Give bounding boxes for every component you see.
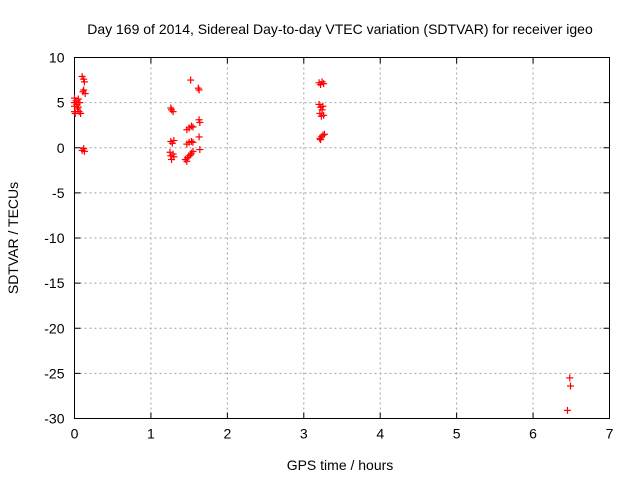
y-tick-label: -5 [52,185,65,201]
x-tick-label: 3 [300,426,308,442]
data-point [78,146,86,154]
data-point [317,136,325,144]
data-point [77,109,85,117]
grid [74,57,610,419]
y-tick-label: -25 [44,365,64,381]
data-point [169,108,177,116]
x-axis-label: GPS time / hours [287,457,394,473]
data-point [320,111,328,119]
x-tick-label: 1 [147,426,155,442]
y-tick-label: -10 [44,230,64,246]
data-point [170,137,178,145]
data-point [189,138,197,146]
x-tick-label: 5 [453,426,461,442]
data-point [189,123,197,131]
data-point [320,80,328,88]
data-point [79,88,87,96]
data-point [187,76,195,84]
y-tick-label: -15 [44,275,64,291]
data-point [318,106,326,114]
data-point [196,118,204,126]
data-point [170,153,178,161]
chart-title: Day 169 of 2014, Sidereal Day-to-day VTE… [87,21,593,37]
data-point [183,157,191,165]
y-axis-label: SDTVAR / TECUs [5,182,21,294]
data-point [187,122,195,130]
y-tick-label: 10 [49,50,65,66]
data-point [195,86,203,94]
data-point [319,131,327,139]
data-point [187,151,195,159]
data-point [74,103,82,111]
data-point [563,406,571,414]
data-point [76,99,84,107]
y-tick-label: 5 [57,95,65,111]
x-tick-label: 6 [529,426,537,442]
x-tick-label: 4 [376,426,384,442]
data-point [567,382,575,390]
y-tick-label: -30 [44,411,64,427]
data-point [187,137,195,145]
data-point [74,95,82,103]
x-tick-label: 7 [606,426,614,442]
axis-ticks [74,57,610,419]
data-points [71,72,575,414]
data-point [566,374,574,382]
y-tick-label: 0 [57,140,65,156]
data-point [80,78,88,86]
x-tick-label: 0 [71,426,79,442]
tick-labels: 0 1 2 3 4 5 6 7 10 5 0 -5 -10 -15 -20 -25 -30 [44,50,613,442]
data-point [196,146,204,154]
data-point [189,147,197,155]
data-point [319,102,327,110]
y-tick-label: -20 [44,320,64,336]
data-point [195,133,203,141]
data-point [320,130,328,138]
x-tick-label: 2 [223,426,231,442]
